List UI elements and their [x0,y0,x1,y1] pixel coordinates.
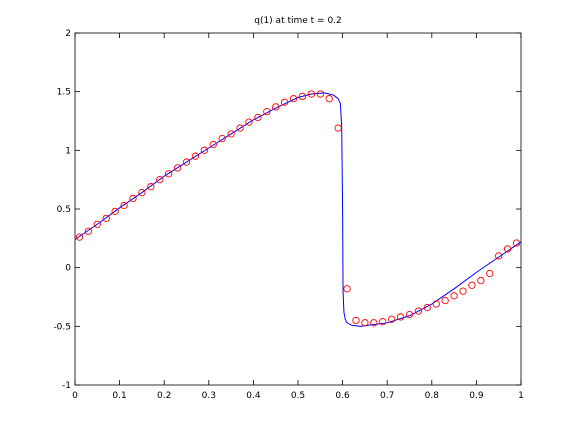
data-point-marker [182,158,191,166]
data-point-marker [459,287,467,295]
x-tick-label: 0 [72,391,78,401]
data-point-marker [370,319,378,327]
data-point-marker [316,90,324,98]
y-tick-label: 1 [65,146,71,156]
data-point-marker [388,315,396,323]
x-tick-label: 0.5 [291,391,305,401]
x-axis-ticks: 0 0.1 0.2 0.3 0.4 0.5 0.6 0.7 0.8 0.9 1 [72,33,524,401]
data-point-marker [191,152,200,160]
data-point-marker [405,310,414,319]
data-point-marker [361,319,369,327]
data-point-marker [227,130,235,138]
x-tick-label: 0.8 [425,391,440,401]
data-point-marker [173,164,182,172]
data-point-marker [495,252,503,260]
y-tick-label: 0.5 [57,205,71,215]
data-point-marker [432,300,440,308]
data-point-marker [218,134,226,143]
plot-area [74,32,522,386]
data-point-marker [468,281,476,289]
data-point-marker [254,113,262,122]
y-tick-label: -1 [62,381,71,391]
data-point-marker [477,276,485,285]
data-point-marker [307,90,316,98]
data-point-marker [102,214,110,223]
data-point-marker [423,303,431,312]
data-point-marker [325,95,333,103]
data-point-marker [165,170,173,178]
data-point-marker [414,307,423,315]
x-tick-label: 0.7 [380,391,394,401]
y-tick-label: 0 [65,264,71,274]
data-point-marker [334,124,342,132]
chart-title: q(1) at time t = 0.2 [254,16,342,26]
data-point-marker [245,118,253,126]
data-point-marker [441,296,449,305]
series-layer [74,90,522,327]
data-point-marker [298,92,307,101]
y-axis-ticks: -1 -0.5 0 0.5 1 1.5 2 [53,29,521,391]
data-point-marker [352,316,360,325]
data-point-marker [263,107,271,116]
data-point-marker [156,176,164,184]
y-tick-label: 2 [65,29,71,39]
data-point-marker [75,233,84,241]
data-point-marker [129,194,137,203]
data-point-marker [396,313,405,321]
data-point-marker [280,98,289,106]
y-tick-label: 1.5 [57,88,71,98]
data-point-marker [486,269,494,278]
x-tick-label: 0.4 [246,391,261,401]
data-point-marker [138,188,146,197]
data-point-marker [120,201,128,210]
y-tick-label: -0.5 [53,322,71,332]
data-point-marker [84,227,93,235]
data-point-marker [450,292,458,300]
x-tick-label: 0.6 [335,391,350,401]
data-point-marker [111,207,119,216]
x-tick-label: 0.2 [157,391,171,401]
x-tick-label: 1 [518,391,524,401]
x-tick-label: 0.3 [202,391,216,401]
data-point-marker [236,124,244,132]
data-point-marker [272,103,280,111]
x-tick-label: 0.9 [469,391,484,401]
data-point-marker [200,146,208,154]
data-point-marker [503,245,512,253]
data-point-marker [93,220,101,228]
data-point-marker [512,239,521,247]
series-line [74,92,522,327]
x-tick-label: 0.1 [112,391,126,401]
data-point-marker [343,285,351,293]
data-point-marker [209,140,217,149]
data-point-marker [147,183,155,191]
data-point-marker [379,317,387,326]
data-point-marker [289,95,298,103]
